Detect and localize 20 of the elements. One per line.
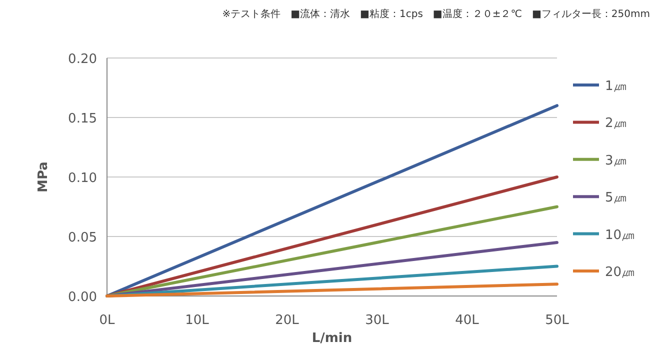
y-tick-label: 0.00 bbox=[68, 290, 97, 305]
legend-label: 10㎛ bbox=[605, 228, 635, 243]
y-tick-label: 0.10 bbox=[68, 171, 97, 186]
legend-label: 2㎛ bbox=[605, 116, 626, 132]
y-tick-label: 0.05 bbox=[68, 230, 97, 246]
x-tick-label: 0L bbox=[99, 313, 116, 328]
x-tick-label: 50L bbox=[545, 313, 570, 328]
legend-label: 3㎛ bbox=[605, 153, 626, 168]
legend-label: 20㎛ bbox=[605, 265, 635, 280]
legend-label: 5㎛ bbox=[605, 190, 626, 206]
y-tick-label: 0.20 bbox=[68, 52, 97, 67]
x-axis-title: L/min bbox=[312, 331, 352, 346]
legend-label: 1㎛ bbox=[605, 79, 626, 94]
y-tick-label: 0.15 bbox=[68, 112, 97, 126]
x-tick-label: 30L bbox=[365, 313, 390, 328]
x-tick-label: 10L bbox=[185, 313, 210, 328]
x-tick-label: 20L bbox=[275, 313, 300, 328]
y-axis-title: MPa bbox=[36, 162, 51, 192]
text: ※テスト条件 ■流体：清水 ■粘度：1cps ■温度：２０±２℃ ■フィルター長：250mm bbox=[222, 8, 650, 20]
x-tick-label: 40L bbox=[455, 313, 480, 328]
